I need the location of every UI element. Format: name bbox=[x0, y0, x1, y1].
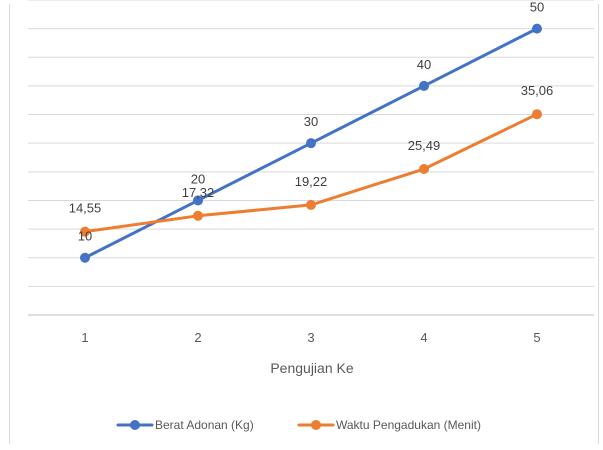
x-tick-label: 1 bbox=[81, 330, 88, 345]
data-label: 50 bbox=[530, 0, 544, 15]
data-point bbox=[193, 195, 203, 206]
data-point bbox=[306, 138, 316, 149]
legend-marker-waktu-pengadukan bbox=[311, 420, 321, 430]
data-label: 14,55 bbox=[69, 201, 102, 216]
legend-item-berat-adonan[interactable]: Berat Adonan (Kg) bbox=[116, 418, 254, 432]
data-label: 40 bbox=[417, 57, 431, 72]
legend: Berat Adonan (Kg) Waktu Pengadukan (Meni… bbox=[116, 418, 481, 432]
data-point bbox=[532, 109, 542, 120]
x-tick-label: 5 bbox=[533, 330, 540, 345]
legend-item-waktu-pengadukan[interactable]: Waktu Pengadukan (Menit) bbox=[297, 418, 481, 432]
data-label: 19,22 bbox=[295, 174, 328, 189]
series-points bbox=[80, 23, 542, 263]
data-label: 25,49 bbox=[408, 138, 441, 153]
data-label: 30 bbox=[304, 114, 318, 129]
data-label: 17,32 bbox=[182, 185, 215, 200]
x-tick-label: 2 bbox=[194, 330, 201, 345]
data-label: 20 bbox=[191, 171, 205, 186]
legend-label-waktu-pengadukan: Waktu Pengadukan (Menit) bbox=[336, 418, 481, 432]
x-tick-label: 4 bbox=[420, 330, 427, 345]
data-point bbox=[306, 199, 316, 210]
legend-label-berat-adonan: Berat Adonan (Kg) bbox=[155, 418, 254, 432]
data-point bbox=[532, 23, 542, 34]
x-axis-title: Pengujian Ke bbox=[270, 360, 354, 376]
data-point bbox=[80, 252, 90, 263]
data-labels: 10 20 30 40 50 14,55 17,32 19,22 25,49 35,06 bbox=[69, 0, 554, 244]
data-label: 10 bbox=[78, 229, 92, 244]
data-point bbox=[193, 210, 203, 221]
data-point bbox=[419, 80, 429, 91]
gridlines bbox=[28, 0, 594, 316]
x-tick-labels: 1 2 3 4 5 bbox=[81, 330, 540, 345]
data-point bbox=[419, 164, 429, 175]
data-label: 35,06 bbox=[521, 83, 554, 98]
x-tick-label: 3 bbox=[307, 330, 314, 345]
chart-frame bbox=[9, 4, 599, 444]
data-point bbox=[80, 226, 90, 237]
legend-marker-berat-adonan bbox=[130, 420, 140, 430]
